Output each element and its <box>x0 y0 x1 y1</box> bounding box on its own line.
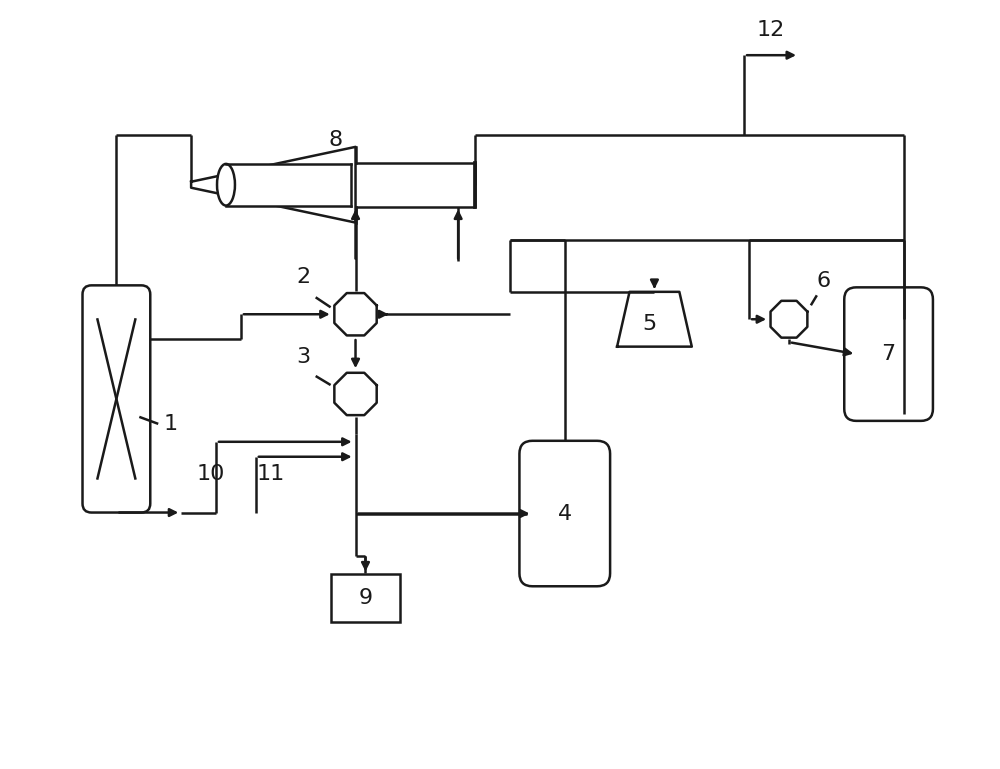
Polygon shape <box>191 147 356 222</box>
Ellipse shape <box>217 164 235 205</box>
Text: 12: 12 <box>757 20 785 40</box>
Polygon shape <box>617 292 692 347</box>
Text: 4: 4 <box>558 504 572 524</box>
Polygon shape <box>226 164 351 205</box>
Text: 10: 10 <box>197 464 225 484</box>
Text: 11: 11 <box>257 464 285 484</box>
FancyBboxPatch shape <box>519 441 610 586</box>
Polygon shape <box>356 163 475 207</box>
FancyBboxPatch shape <box>83 285 150 512</box>
Text: 1: 1 <box>163 414 177 434</box>
Polygon shape <box>334 293 377 335</box>
Bar <box>331 574 400 622</box>
Polygon shape <box>334 373 377 415</box>
Text: 3: 3 <box>297 347 311 367</box>
Polygon shape <box>771 301 807 338</box>
Text: 6: 6 <box>817 271 831 291</box>
FancyBboxPatch shape <box>844 288 933 421</box>
Text: 2: 2 <box>297 268 311 288</box>
Text: 9: 9 <box>358 588 373 608</box>
Text: 8: 8 <box>329 130 343 150</box>
Text: 7: 7 <box>882 344 896 364</box>
Text: 5: 5 <box>642 315 657 335</box>
